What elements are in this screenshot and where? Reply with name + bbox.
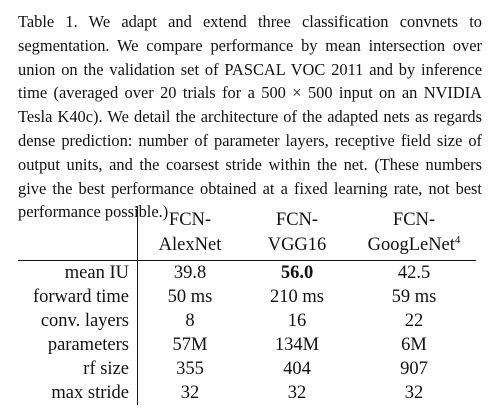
cell-mean-iu-vgg16: 56.0 <box>242 260 352 285</box>
row-label-rf-size: rf size <box>18 357 138 381</box>
row-label-parameters: parameters <box>18 333 138 357</box>
cell-mean-iu-alexnet: 39.8 <box>137 260 242 285</box>
table-row: rf size 355 404 907 <box>18 357 476 381</box>
table-row: parameters 57M 134M 6M <box>18 333 476 357</box>
header-row: FCN- FCN- FCN- <box>18 206 476 232</box>
cell-parameters-googlenet: 6M <box>401 335 427 355</box>
cell-max-stride-alexnet: 32 <box>180 383 200 403</box>
column-header-googlenet-line2: GoogLeNet <box>367 235 455 255</box>
cell-max-stride-vgg16: 32 <box>287 383 307 403</box>
table-row: conv. layers 8 16 22 <box>18 309 476 333</box>
row-label-forward-time: forward time <box>18 285 138 309</box>
cell-rf-size-googlenet: 907 <box>400 359 428 379</box>
cell-rf-size-vgg16: 404 <box>283 359 311 379</box>
row-label-mean-iu: mean IU <box>18 260 138 285</box>
table-caption: Table 1. We adapt and extend three class… <box>18 12 482 222</box>
table-row: max stride 32 32 32 <box>18 381 476 405</box>
cell-parameters-alexnet: 57M <box>172 335 208 355</box>
cell-forward-time-googlenet: 59 ms <box>391 287 437 307</box>
column-header-alexnet-line1: FCN- <box>168 210 212 230</box>
cell-rf-size-alexnet: 355 <box>176 359 204 379</box>
header-corner <box>18 232 138 261</box>
cell-mean-iu-googlenet: 42.5 <box>352 260 476 285</box>
column-header-googlenet-line2-cell: GoogLeNet4 <box>352 232 476 261</box>
row-label-conv-layers: conv. layers <box>18 309 138 333</box>
header-row: AlexNet VGG16 GoogLeNet4 <box>18 232 476 261</box>
column-header-googlenet-line1: FCN- <box>392 210 436 230</box>
table-row: mean IU 39.8 56.0 42.5 <box>18 260 476 285</box>
table-row: forward time 50 ms 210 ms 59 ms <box>18 285 476 309</box>
results-table: FCN- FCN- FCN- AlexNet VGG16 GoogLeNet4 … <box>18 206 476 405</box>
cell-conv-layers-googlenet: 22 <box>404 311 424 331</box>
cell-parameters-vgg16: 134M <box>274 335 320 355</box>
cell-max-stride-googlenet: 32 <box>404 383 424 403</box>
column-header-alexnet-line2: AlexNet <box>158 235 222 255</box>
header-corner <box>18 206 138 232</box>
cell-forward-time-vgg16: 210 ms <box>270 287 324 307</box>
column-header-vgg16-line1: FCN- <box>275 210 319 230</box>
cell-forward-time-alexnet: 50 ms <box>167 287 213 307</box>
cell-conv-layers-alexnet: 8 <box>185 311 195 331</box>
column-header-vgg16-line2: VGG16 <box>267 235 327 255</box>
cell-conv-layers-vgg16: 16 <box>287 311 307 331</box>
footnote-marker: 4 <box>454 233 461 246</box>
row-label-max-stride: max stride <box>18 381 138 405</box>
